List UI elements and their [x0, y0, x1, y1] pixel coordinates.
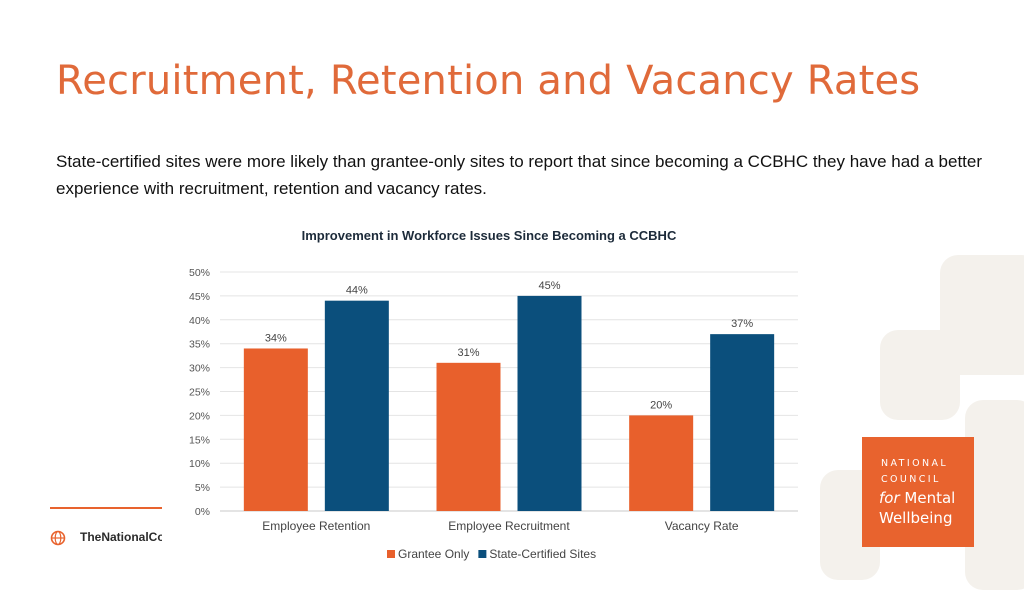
- globe-icon: [50, 530, 66, 546]
- bar: [629, 415, 694, 511]
- legend-label: Grantee Only: [398, 547, 469, 561]
- y-tick-label: 30%: [189, 363, 210, 375]
- logo-line: NATIONAL: [881, 458, 949, 469]
- y-tick-label: 5%: [195, 482, 210, 494]
- x-category-label: Vacancy Rate: [665, 519, 739, 533]
- bar: [517, 295, 582, 511]
- data-label: 37%: [731, 318, 753, 330]
- background-shape: [965, 400, 1024, 590]
- logo-line: COUNCIL: [881, 474, 941, 485]
- footer-rule: [50, 507, 162, 509]
- y-tick-label: 50%: [189, 267, 210, 279]
- x-category-label: Employee Recruitment: [448, 519, 570, 533]
- slide-title: Recruitment, Retention and Vacancy Rates: [56, 58, 921, 104]
- data-label: 44%: [346, 285, 368, 297]
- y-tick-label: 35%: [189, 339, 210, 351]
- background-shape: [880, 330, 960, 420]
- data-label: 34%: [265, 332, 287, 344]
- y-tick-label: 0%: [195, 506, 210, 518]
- footer-website-link[interactable]: TheNationalCouncil.org: [80, 530, 162, 544]
- legend-swatch: [478, 550, 487, 558]
- legend-swatch: [387, 550, 395, 558]
- y-tick-label: 45%: [189, 291, 210, 303]
- logo-for: for: [879, 489, 900, 507]
- data-label: 20%: [650, 399, 672, 411]
- bar: [436, 362, 501, 511]
- logo-line: for Mental: [879, 489, 955, 507]
- logo-line: Wellbeing: [879, 509, 953, 527]
- y-tick-label: 15%: [189, 434, 210, 446]
- data-label: 31%: [457, 347, 479, 359]
- x-category-label: Employee Retention: [262, 519, 370, 533]
- bar-chart: Improvement in Workforce Issues Since Be…: [189, 228, 798, 561]
- chart-title: Improvement in Workforce Issues Since Be…: [302, 228, 677, 243]
- bar: [710, 334, 775, 511]
- y-tick-label: 40%: [189, 315, 210, 327]
- y-tick-label: 25%: [189, 387, 210, 399]
- bar: [324, 300, 389, 511]
- y-tick-label: 20%: [189, 410, 210, 422]
- bar: [243, 348, 308, 511]
- national-council-logo: NATIONAL COUNCIL for Mental Wellbeing: [862, 437, 974, 547]
- slide-subtitle: State-certified sites were more likely t…: [56, 152, 983, 198]
- y-tick-label: 10%: [189, 458, 210, 470]
- logo-mental: Mental: [899, 489, 956, 507]
- legend-label: State-Certified Sites: [489, 547, 596, 561]
- data-label: 45%: [538, 280, 560, 292]
